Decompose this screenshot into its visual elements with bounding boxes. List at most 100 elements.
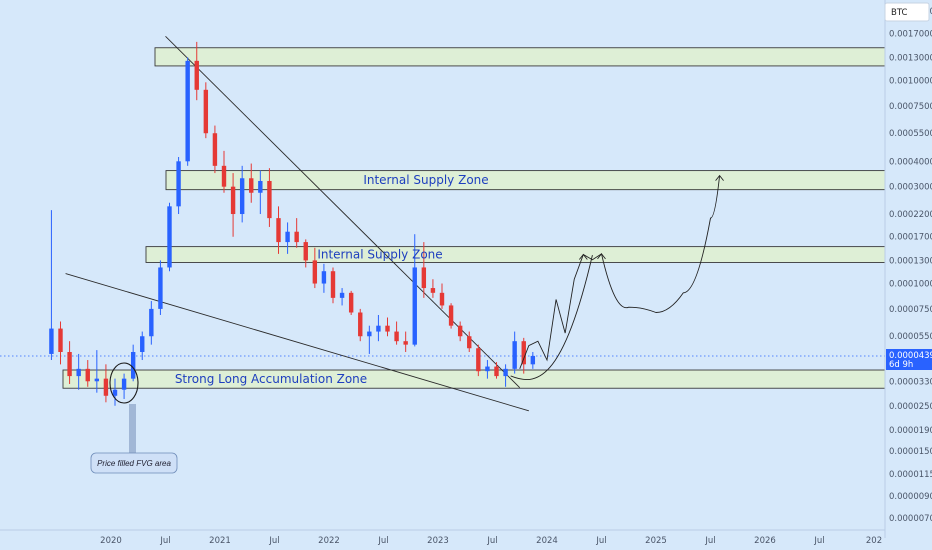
candle <box>321 263 327 293</box>
candle <box>394 321 399 345</box>
candle-body <box>149 308 154 337</box>
projection-layer <box>510 174 724 381</box>
candle-body <box>239 178 245 215</box>
candle-body <box>258 180 263 193</box>
time-tick-label: Jul <box>268 536 279 546</box>
candle <box>121 373 127 399</box>
candle-body <box>103 378 109 396</box>
candle <box>403 331 408 353</box>
candle-body <box>421 267 427 289</box>
candle-body <box>58 328 63 353</box>
zone-rect[interactable] <box>145 246 886 263</box>
candle-body <box>194 60 199 90</box>
current-price-tag: 0.00004396 6d 9h <box>886 349 932 371</box>
candle <box>249 163 254 203</box>
candle-body <box>94 378 100 382</box>
candle <box>212 125 218 174</box>
trendline[interactable] <box>65 273 529 412</box>
candle <box>285 222 290 254</box>
countdown-value: 6d 9h <box>889 360 913 370</box>
candle-body <box>49 328 54 354</box>
price-tick-label: 0.00170000 <box>889 30 932 40</box>
candle <box>494 362 499 379</box>
projection-arrowhead <box>578 253 588 260</box>
candle-body <box>140 336 145 353</box>
time-tick-label: Jul <box>377 536 388 546</box>
candle <box>230 173 236 237</box>
time-tick-label: Jul <box>813 536 824 546</box>
candle <box>339 288 345 306</box>
symbol-box-frame <box>884 2 930 22</box>
candle <box>348 290 354 315</box>
candle <box>258 170 263 215</box>
price-axis[interactable]: 0.002200000.001700000.001300000.00100000… <box>884 0 932 538</box>
time-tick-label: Jul <box>704 536 715 546</box>
candle <box>103 364 109 403</box>
candle <box>430 279 436 298</box>
candle <box>467 331 472 353</box>
candle-body <box>212 133 218 166</box>
candle-body <box>130 352 136 379</box>
fvg-callout-text: Price filled FVG area <box>97 459 171 468</box>
price-tick-label: 0.00100000 <box>889 77 932 87</box>
price-tick-label: 0.00001900 <box>889 426 932 436</box>
candle-body <box>112 389 118 396</box>
candle <box>194 41 199 101</box>
candle <box>421 242 427 298</box>
candle <box>485 360 490 379</box>
symbol-box[interactable]: BTC <box>884 2 930 22</box>
candle-body <box>376 325 381 332</box>
candle-body <box>403 341 408 345</box>
price-tick-label: 0.00030000 <box>889 183 932 193</box>
candle <box>112 378 118 406</box>
candle <box>294 218 299 248</box>
candle-body <box>530 355 536 365</box>
candle-body <box>394 331 399 342</box>
current-price-tag-box <box>886 349 932 371</box>
candle <box>185 57 190 166</box>
candle <box>330 267 336 304</box>
price-tick-label: 0.00055000 <box>889 129 932 139</box>
fvg-connector <box>129 404 136 453</box>
time-tick-label: 2025 <box>645 536 667 546</box>
candle-body <box>285 231 290 243</box>
price-tick-label: 0.00005500 <box>889 332 932 342</box>
price-tick-label: 0.00007500 <box>889 305 932 315</box>
candle <box>503 364 508 387</box>
time-tick-label: 2020 <box>100 536 122 546</box>
time-tick-label: 202 <box>866 536 882 546</box>
candle-body <box>339 292 345 298</box>
candle <box>239 165 245 223</box>
candle-body <box>476 348 481 372</box>
projection-path <box>519 175 721 370</box>
candle <box>67 341 72 384</box>
zone-rect[interactable] <box>154 47 886 67</box>
candle-body <box>367 331 372 337</box>
price-tick-label: 0.00000700 <box>889 514 932 524</box>
candle <box>512 331 517 374</box>
candle-body <box>176 161 181 207</box>
candle-body <box>430 288 436 293</box>
candle <box>303 239 308 268</box>
price-tick-label: 0.00040000 <box>889 157 932 167</box>
zone-label: Internal Supply Zone <box>363 173 488 187</box>
price-tick-label: 0.00003300 <box>889 377 932 387</box>
time-axis[interactable]: 2020 Jul 2021 Jul 2022 Jul 2023 Jul 2024 Jul 2025 J… <box>0 529 885 546</box>
zone-rect[interactable] <box>165 170 886 191</box>
time-tick-label: 2024 <box>536 536 558 546</box>
candle <box>58 321 63 365</box>
candle <box>476 344 481 377</box>
labels-layer: Internal Supply Zone Internal Supply Zone… <box>175 173 489 386</box>
time-axis-ticks: 2020 Jul 2021 Jul 2022 Jul 2023 Jul 2024 Jul 2025 J… <box>100 536 882 546</box>
candle-body <box>358 312 363 337</box>
candle-body <box>348 292 354 313</box>
candle <box>267 168 272 227</box>
candle-body <box>494 366 499 377</box>
candle <box>276 206 281 254</box>
candle <box>149 301 154 345</box>
candle-body <box>521 341 526 365</box>
candle-body <box>467 336 472 349</box>
price-tick-label: 0.00002500 <box>889 402 932 412</box>
price-tick-label: 0.00010000 <box>889 280 932 290</box>
